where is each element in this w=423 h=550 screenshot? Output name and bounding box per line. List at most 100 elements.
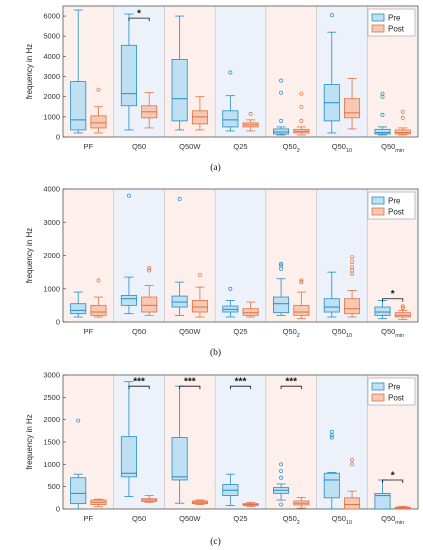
x-tick-label-main: Q50: [332, 142, 346, 151]
x-tick-label-main: Q50: [283, 142, 297, 151]
x-tick-label-main: Q25: [233, 514, 247, 523]
outlier-point: [350, 462, 355, 467]
x-tick-label: Q25: [233, 142, 247, 151]
significance-bracket: [128, 385, 150, 390]
category-background: [63, 189, 114, 322]
outlier-point: [400, 109, 405, 114]
x-tick-label: Q50W: [179, 142, 201, 151]
y-tick-label: 5000: [43, 32, 60, 41]
box-pre: [222, 286, 239, 318]
legend: Pre Post: [367, 377, 416, 406]
panel-caption: (c): [210, 536, 221, 547]
x-tick-label: Q50: [132, 514, 146, 523]
x-tick-label-sub: 2: [297, 148, 300, 154]
outlier-point: [279, 263, 284, 268]
y-tick-label: 4000: [43, 185, 60, 194]
x-tick-label-sub: 10: [346, 520, 352, 526]
box-pre: [273, 462, 290, 507]
outlier-point: [279, 78, 284, 83]
y-tick-label: 0: [56, 318, 60, 327]
x-tick-label-main: PF: [84, 514, 94, 523]
outlier-point: [228, 70, 233, 75]
outlier-point: [96, 278, 101, 283]
panel-caption: (a): [210, 162, 221, 173]
outlier-point: [279, 475, 284, 480]
x-tick-label: PF: [84, 514, 94, 523]
box-post: [344, 78, 361, 130]
box-iqr: [374, 128, 391, 135]
box-pre: [70, 418, 87, 510]
legend: Pre Post: [367, 8, 416, 37]
box-pre: [374, 479, 391, 510]
box-post: [242, 111, 259, 132]
x-tick-label: PF: [84, 142, 94, 151]
box-iqr: [171, 437, 188, 481]
box-iqr: [171, 59, 188, 122]
box-pre: [70, 9, 87, 134]
legend-swatch: [371, 13, 385, 22]
outlier-point: [380, 112, 385, 117]
legend-label: Pre: [388, 14, 401, 23]
outlier-point: [248, 111, 253, 116]
chart-panel: 0 500 1000 1500 2000 2500 3000 frequency in Hz P…: [25, 371, 419, 547]
y-tick-label: 6000: [43, 12, 60, 21]
y-tick-label: 0: [56, 133, 60, 142]
x-tick-label: Q50: [132, 142, 146, 151]
box-post: [191, 499, 208, 505]
box-iqr: [222, 110, 239, 128]
box-iqr: [344, 98, 361, 119]
outlier-point: [126, 193, 131, 198]
box-post: [293, 91, 310, 136]
box-post: [141, 266, 158, 316]
box-post: [344, 255, 361, 318]
box-iqr: [141, 296, 158, 313]
x-tick-label: Q50min: [381, 142, 404, 154]
x-tick-label-main: Q50W: [179, 142, 201, 151]
y-tick-label: 500: [47, 482, 60, 491]
y-axis-label: frequency in Hz: [25, 44, 34, 100]
outlier-point: [279, 469, 284, 473]
x-tick-label-main: Q50: [381, 514, 395, 523]
x-tick-label-main: Q50: [332, 327, 346, 336]
outlier-point: [228, 286, 233, 291]
outlier-point: [197, 272, 202, 277]
outlier-point: [147, 268, 152, 273]
box-iqr: [191, 110, 208, 125]
box-pre: [273, 261, 290, 316]
significance-bracket: [382, 479, 404, 483]
box-pre: [120, 381, 137, 497]
box-iqr: [191, 299, 208, 313]
x-tick-label: Q25: [233, 327, 247, 336]
significance-bracket: [280, 385, 302, 390]
box-iqr: [90, 304, 107, 316]
x-tick-label: Q5010: [332, 142, 352, 154]
outlier-point: [400, 306, 405, 310]
significance-bracket: [179, 385, 201, 390]
outlier-point: [279, 261, 284, 266]
y-tick-label: 0: [56, 505, 60, 514]
box-post: [394, 109, 411, 136]
significance-label: ***: [235, 377, 247, 388]
x-tick-label: PF: [84, 327, 94, 336]
chart-panel: 0 1000 2000 3000 4000 5000 6000 frequency in Hz…: [25, 5, 419, 173]
x-tick-label: Q502: [283, 142, 300, 154]
box-pre: [222, 70, 239, 132]
box-iqr: [374, 306, 391, 316]
outlier-point: [329, 429, 334, 434]
outlier-point: [329, 435, 334, 440]
box-iqr: [70, 81, 87, 131]
outlier-point: [279, 502, 284, 507]
outlier-point: [299, 280, 304, 285]
box-pre: [171, 15, 188, 131]
box-post: [90, 498, 107, 508]
outlier-point: [350, 457, 355, 462]
legend-swatch: [371, 393, 385, 402]
x-tick-label: Q502: [283, 514, 300, 526]
legend-swatch: [371, 382, 385, 391]
box-pre: [323, 13, 340, 134]
box-post: [242, 501, 259, 507]
category-background: [215, 189, 266, 322]
box-post: [394, 505, 411, 510]
